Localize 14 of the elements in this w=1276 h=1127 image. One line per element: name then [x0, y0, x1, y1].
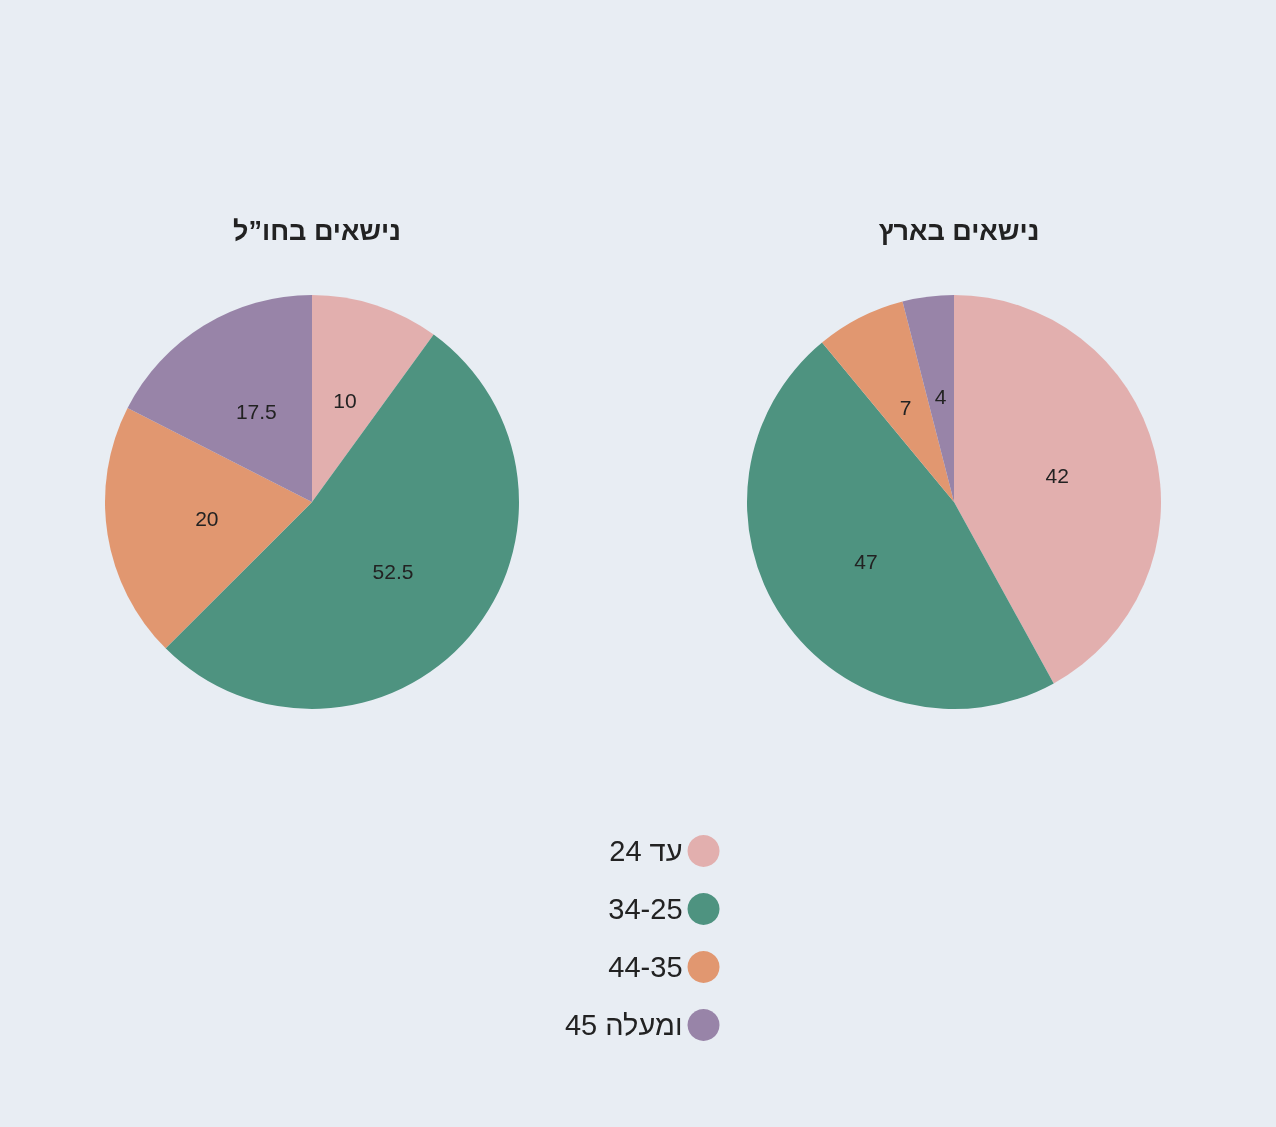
data-label: 52.5	[372, 559, 414, 583]
data-label: 17.5	[235, 399, 277, 423]
data-label: 47	[854, 550, 878, 574]
data-label: 10	[333, 389, 357, 413]
legend-label: עד 24	[609, 835, 683, 867]
data-label: 7	[899, 395, 912, 419]
slice-label: נישאים בארץ	[878, 215, 1040, 246]
legend-label: 45 ומעלה	[564, 1009, 683, 1041]
slice-label: נישאים בחו”ל	[233, 215, 401, 246]
data-label: 20	[195, 507, 219, 531]
data-label: 42	[1045, 464, 1069, 488]
data-label: 4	[934, 384, 947, 408]
legend-label: 34-25	[608, 893, 683, 925]
legend-label: 44-35	[608, 951, 683, 983]
